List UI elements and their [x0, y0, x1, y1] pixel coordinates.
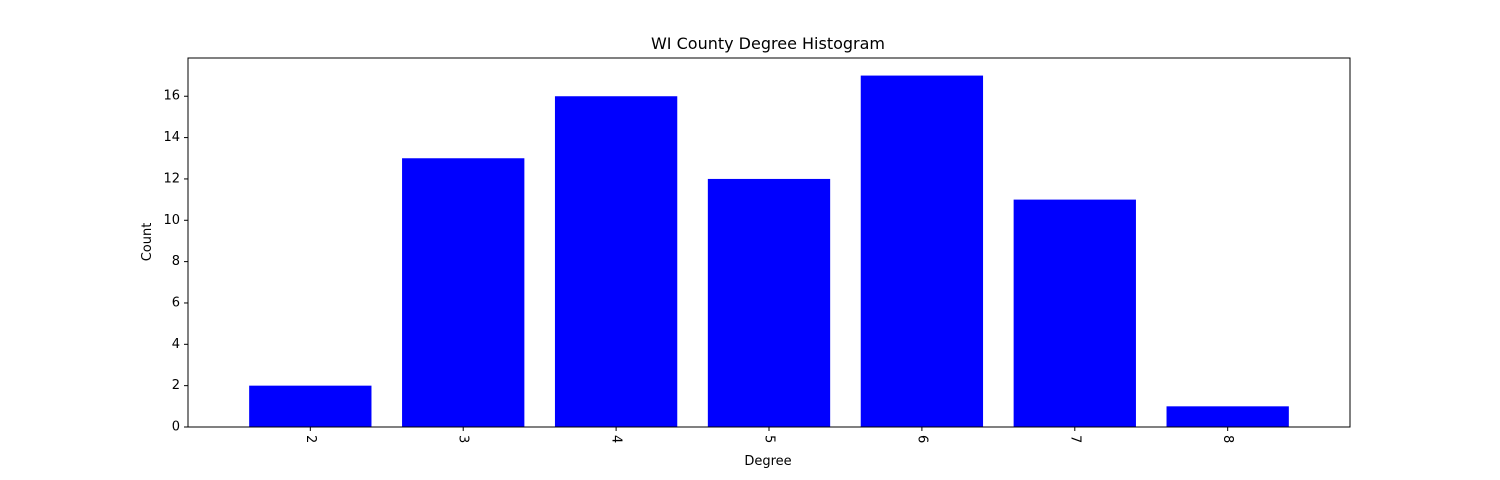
y-tick-label-16: 16 [163, 89, 180, 104]
bar-degree-8 [1166, 406, 1289, 427]
plot-frame [187, 57, 1351, 428]
bar-degree-6 [860, 75, 984, 428]
y-axis-ticks: 0 2 4 6 8 10 12 14 16 [163, 89, 188, 435]
y-tick-label-14: 14 [163, 130, 180, 145]
bars-group [249, 75, 1289, 428]
x-axis-label: Degree [744, 454, 791, 469]
y-tick-label-6: 6 [172, 295, 180, 310]
y-tick-label-10: 10 [163, 213, 180, 228]
bar-degree-2 [249, 385, 372, 427]
x-tick-label-5: 5 [762, 435, 777, 443]
y-tick-label-2: 2 [172, 378, 180, 393]
x-tick-label-8: 8 [1220, 435, 1235, 443]
y-tick-label-12: 12 [163, 171, 180, 186]
y-tick-label-0: 0 [172, 420, 180, 435]
x-axis-ticks: 2 3 4 5 6 7 8 [303, 427, 1235, 443]
y-tick-label-4: 4 [172, 337, 180, 352]
x-tick-label-4: 4 [609, 435, 624, 443]
y-axis-label: Count [140, 223, 155, 262]
bar-degree-4 [554, 96, 678, 427]
bar-degree-3 [402, 158, 525, 427]
x-tick-label-3: 3 [456, 435, 471, 443]
y-tick-label-8: 8 [172, 254, 180, 269]
x-tick-label-7: 7 [1067, 435, 1082, 443]
x-tick-label-6: 6 [914, 435, 929, 443]
bar-degree-5 [707, 178, 831, 427]
bar-degree-7 [1013, 199, 1136, 427]
chart-title: WI County Degree Histogram [651, 34, 885, 53]
x-tick-label-2: 2 [303, 435, 318, 443]
